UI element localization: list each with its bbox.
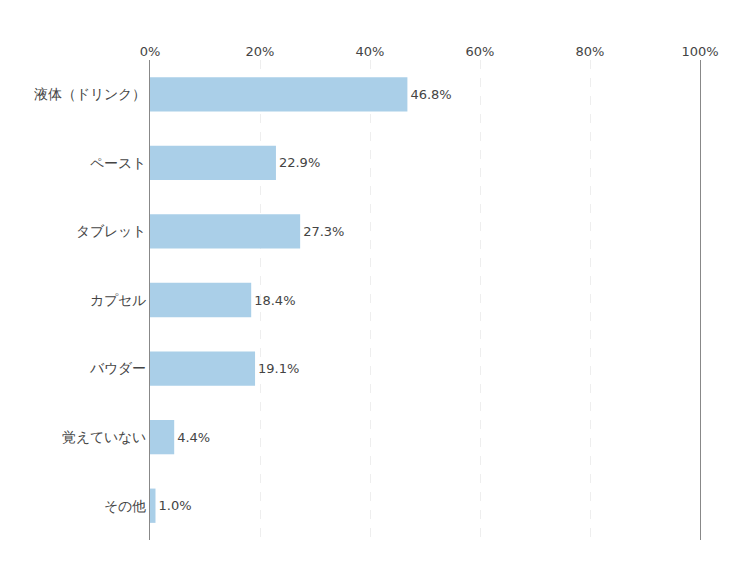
svg-text:タブレット: タブレット: [76, 223, 146, 239]
svg-text:60%: 60%: [466, 44, 495, 59]
svg-text:22.9%: 22.9%: [279, 155, 320, 170]
svg-text:18.4%: 18.4%: [254, 293, 295, 308]
svg-text:100%: 100%: [681, 44, 718, 59]
svg-text:0%: 0%: [140, 44, 161, 59]
svg-text:19.1%: 19.1%: [258, 361, 299, 376]
svg-text:40%: 40%: [356, 44, 385, 59]
svg-text:4.4%: 4.4%: [177, 430, 210, 445]
svg-text:ペースト: ペースト: [90, 155, 146, 171]
svg-text:80%: 80%: [576, 44, 605, 59]
svg-text:その他: その他: [104, 498, 146, 514]
svg-text:1.0%: 1.0%: [159, 498, 192, 513]
svg-text:バウダー: バウダー: [89, 360, 146, 376]
svg-text:20%: 20%: [246, 44, 275, 59]
svg-text:カプセル: カプセル: [90, 292, 146, 308]
svg-text:液体（ドリンク）: 液体（ドリンク）: [34, 86, 146, 102]
svg-text:27.3%: 27.3%: [303, 224, 344, 239]
svg-text:46.8%: 46.8%: [410, 87, 451, 102]
svg-text:覚えていない: 覚えていない: [62, 429, 146, 445]
